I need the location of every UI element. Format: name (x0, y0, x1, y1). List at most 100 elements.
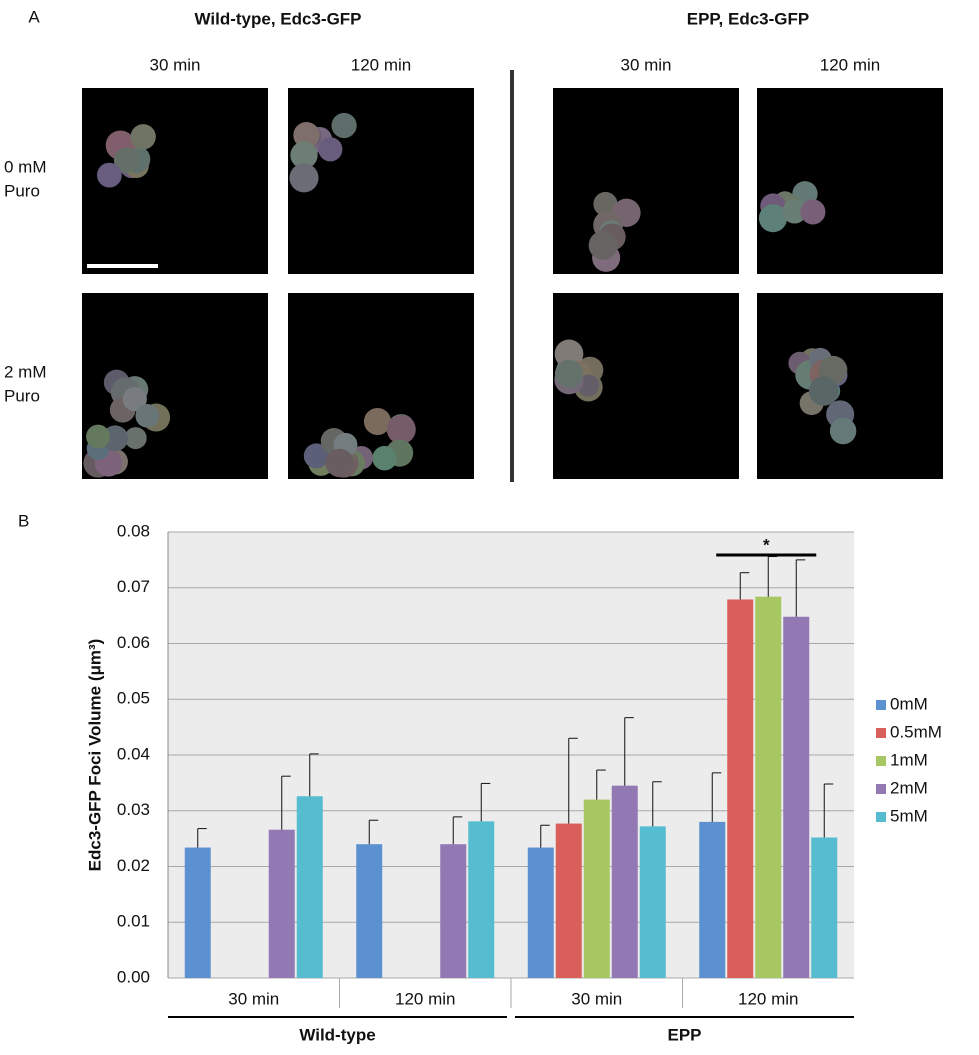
y-tick-label: 0.05 (117, 689, 150, 708)
group-label: EPP (667, 1025, 701, 1044)
row-label: 0 mM (4, 157, 47, 176)
y-tick-label: 0.06 (117, 633, 150, 652)
cell (554, 339, 584, 369)
cell (386, 414, 416, 444)
y-tick-label: 0.01 (117, 912, 150, 931)
error-bar (652, 781, 662, 827)
cell (113, 147, 140, 174)
error-bar (309, 753, 319, 797)
bar (440, 844, 467, 978)
group-title: Wild-type, Edc3-GFP (194, 9, 361, 28)
cell (588, 230, 618, 260)
legend-label: 1mM (890, 750, 928, 769)
error-bar (197, 828, 207, 848)
column-label: 30 min (149, 55, 200, 74)
bar (583, 799, 610, 978)
bar (356, 844, 383, 978)
y-tick-label: 0.03 (117, 800, 150, 819)
y-tick-label: 0.04 (117, 744, 150, 763)
cell (829, 417, 857, 445)
error-bar (711, 772, 722, 822)
cell (290, 141, 318, 169)
cell (363, 407, 392, 436)
row-label: Puro (4, 181, 40, 200)
cell (130, 124, 156, 150)
error-bar (739, 572, 750, 600)
error-bar (368, 819, 379, 845)
column-label: 120 min (820, 55, 880, 74)
bar (639, 826, 666, 978)
cell (554, 359, 584, 388)
cell (782, 199, 807, 224)
cell (293, 121, 320, 149)
micrograph (757, 88, 943, 274)
error-bar (568, 737, 578, 824)
error-bar (624, 717, 634, 786)
bar (555, 823, 582, 978)
panel-label: B (18, 511, 29, 530)
error-bar (596, 769, 606, 800)
error-bar (281, 775, 291, 830)
y-axis-label: Edc3-GFP Foci Volume (μm³) (85, 639, 104, 872)
x-tick-label: 30 min (228, 989, 279, 1008)
cell (800, 199, 826, 225)
cell (86, 424, 110, 449)
y-tick-label: 0.00 (117, 967, 150, 986)
panel-label: A (28, 7, 40, 26)
bar (755, 596, 782, 978)
column-label: 30 min (620, 55, 671, 74)
error-bar (795, 559, 806, 617)
error-bar (767, 556, 778, 597)
group-title: EPP, Edc3-GFP (687, 9, 810, 28)
cell (593, 191, 618, 217)
x-tick-label: 120 min (738, 989, 798, 1008)
cell (122, 387, 147, 412)
annotation: * (763, 535, 770, 554)
micrograph (757, 293, 943, 479)
group-label: Wild-type (299, 1025, 375, 1044)
cell (96, 162, 122, 188)
y-tick-label: 0.02 (117, 856, 150, 875)
cell (124, 427, 147, 450)
y-tick-label: 0.07 (117, 577, 150, 596)
scale-bar (87, 264, 158, 268)
row-label: 2 mM (4, 362, 47, 381)
cell (372, 445, 397, 471)
error-bar (540, 824, 550, 848)
legend-swatch (876, 728, 886, 738)
legend-label: 0.5mM (890, 722, 942, 741)
bar (468, 821, 495, 978)
column-label: 120 min (351, 55, 411, 74)
cell (289, 163, 319, 193)
bar (296, 796, 323, 978)
bar (727, 599, 754, 978)
legend-swatch (876, 784, 886, 794)
x-tick-label: 120 min (395, 989, 455, 1008)
cell (808, 376, 839, 406)
bar (527, 847, 554, 978)
y-tick-label: 0.08 (117, 521, 150, 540)
legend-label: 0mM (890, 694, 928, 713)
error-bar (823, 783, 834, 838)
bar (783, 616, 810, 978)
bar (268, 829, 295, 978)
legend-label: 2mM (890, 778, 928, 797)
bar (699, 821, 726, 978)
micrograph (553, 88, 739, 274)
bar (811, 837, 838, 978)
micrograph (288, 88, 474, 274)
cell (303, 443, 329, 469)
error-bar (452, 816, 463, 845)
x-tick-label: 30 min (571, 989, 622, 1008)
cell (331, 112, 357, 139)
cell (758, 204, 788, 233)
legend-swatch (876, 812, 886, 822)
cell (325, 448, 354, 478)
legend-label: 5mM (890, 806, 928, 825)
bar (184, 847, 211, 978)
error-bar (480, 782, 491, 822)
cell (135, 403, 160, 428)
legend-swatch (876, 756, 886, 766)
legend-swatch (876, 700, 886, 710)
